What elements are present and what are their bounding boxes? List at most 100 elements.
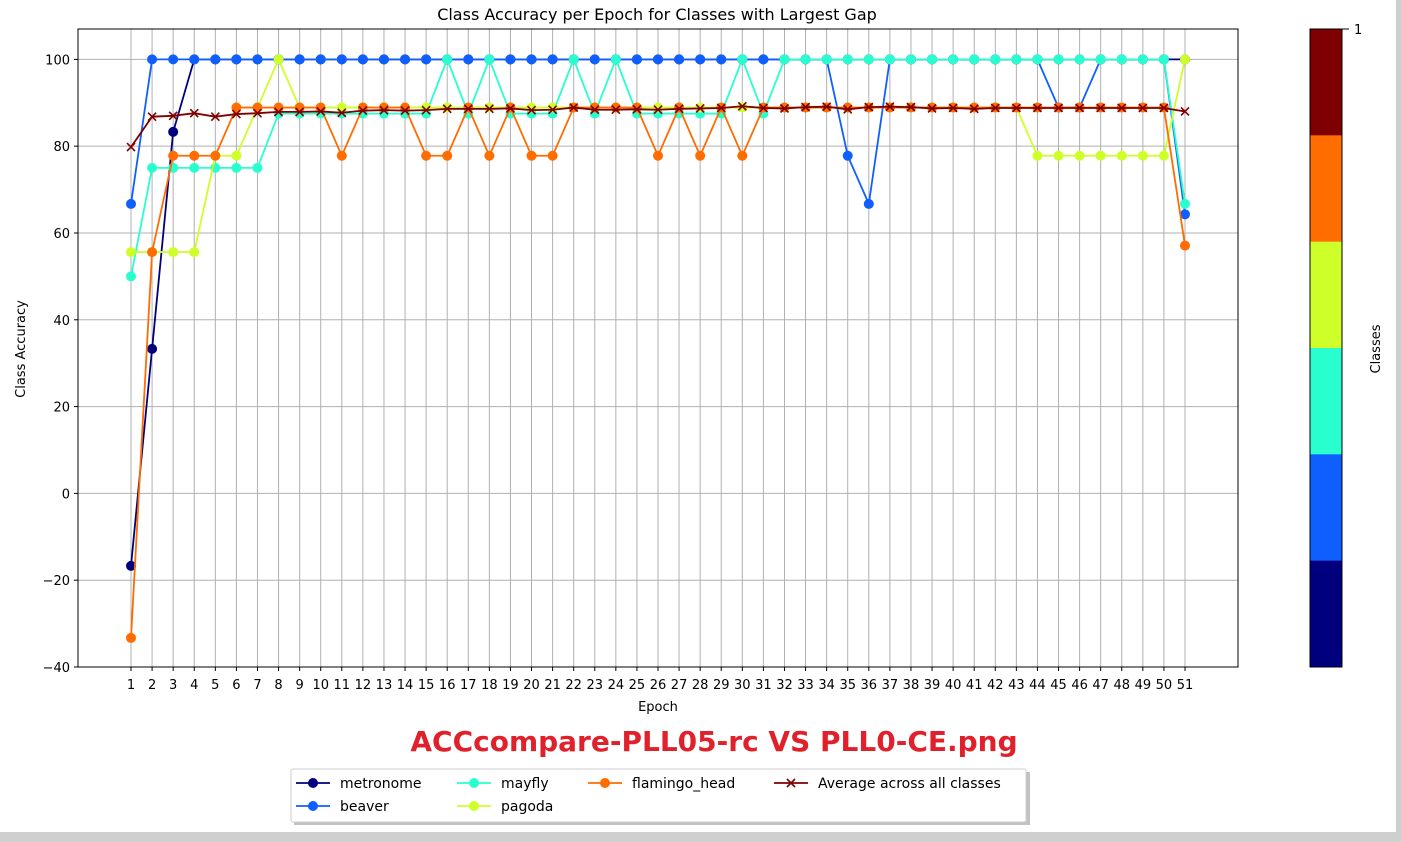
- data-point: [316, 106, 326, 117]
- data-point: [463, 102, 474, 113]
- x-tick-label: 8: [274, 678, 282, 693]
- data-point: [547, 150, 558, 161]
- x-tick-label: 42: [987, 678, 1004, 693]
- data-point: [126, 247, 136, 258]
- data-point: [632, 104, 642, 114]
- colorbar-segment: [1310, 135, 1342, 243]
- x-tick-label: 32: [776, 678, 793, 693]
- data-point: [400, 106, 410, 116]
- data-point: [168, 54, 179, 65]
- legend-marker: [469, 801, 479, 811]
- data-point: [547, 102, 558, 113]
- data-point: [147, 247, 158, 258]
- data-point: [1032, 103, 1043, 113]
- legend-marker: [786, 778, 796, 788]
- y-tick-label: −20: [43, 574, 70, 589]
- x-tick-label: 31: [755, 678, 772, 693]
- data-point: [189, 162, 200, 173]
- data-point: [442, 150, 453, 161]
- legend-label: mayfly: [501, 776, 549, 792]
- legend-marker: [308, 778, 318, 788]
- data-point: [1180, 209, 1190, 220]
- data-point: [569, 102, 579, 113]
- x-ticks: 1 2 3 4 5 6 7 8 9 10 11 12 13 14 15 16 17 18 19 20 21 22 23 24 2…: [127, 667, 1193, 693]
- data-point: [1180, 240, 1190, 251]
- legend-marker: [469, 778, 479, 788]
- data-point: [1158, 54, 1169, 65]
- data-point: [610, 102, 621, 113]
- x-tick-label: 45: [1050, 678, 1067, 693]
- data-point: [463, 54, 474, 65]
- data-point: [821, 54, 832, 65]
- data-point: [863, 198, 874, 209]
- data-point: [231, 109, 241, 119]
- series-layer: [126, 54, 1190, 643]
- data-point: [737, 150, 748, 161]
- data-point: [653, 102, 663, 113]
- data-point: [189, 150, 200, 161]
- data-point: [842, 150, 853, 161]
- data-point: [800, 102, 811, 112]
- data-point: [484, 54, 495, 65]
- data-point: [589, 54, 600, 65]
- legend-marker: [308, 801, 318, 811]
- data-point: [779, 103, 790, 113]
- data-point: [969, 54, 980, 65]
- x-tick-label: 36: [861, 678, 878, 693]
- y-ticks: −40 −20 0 20 40 60 80 100: [43, 53, 78, 676]
- data-point: [210, 54, 221, 65]
- data-point: [758, 103, 768, 113]
- colorbar-segment: [1310, 454, 1342, 562]
- data-point: [126, 632, 136, 643]
- data-point: [421, 54, 432, 65]
- data-point: [231, 162, 242, 173]
- data-point: [1159, 103, 1169, 113]
- data-point: [252, 162, 263, 173]
- x-tick-label: 16: [439, 678, 456, 693]
- data-point: [252, 54, 263, 65]
- data-point: [421, 105, 431, 115]
- x-tick-label: 23: [586, 678, 603, 693]
- x-tick-label: 11: [334, 678, 351, 693]
- x-tick-label: 30: [734, 678, 751, 693]
- y-tick-label: 40: [53, 314, 70, 329]
- colorbar-segment: [1310, 29, 1342, 136]
- x-tick-label: 46: [1071, 678, 1088, 693]
- x-tick-label: 26: [650, 678, 667, 693]
- data-point: [653, 150, 663, 161]
- data-point: [231, 54, 242, 65]
- x-tick-label: 15: [418, 678, 435, 693]
- data-point: [905, 54, 916, 65]
- data-point: [357, 54, 368, 65]
- x-tick-label: 38: [903, 678, 920, 693]
- x-tick-label: 39: [924, 678, 941, 693]
- series-average-across-all-classes: [126, 101, 1190, 152]
- data-point: [631, 102, 642, 113]
- data-point: [1053, 103, 1064, 113]
- x-tick-label: 4: [190, 678, 198, 693]
- data-point: [737, 101, 747, 111]
- x-tick-label: 43: [1008, 678, 1025, 693]
- data-point: [484, 150, 495, 161]
- x-tick-label: 29: [713, 678, 730, 693]
- data-point: [147, 112, 157, 122]
- data-point: [590, 105, 600, 115]
- data-point: [336, 102, 347, 113]
- x-tick-label: 25: [629, 678, 646, 693]
- data-point: [1032, 54, 1043, 65]
- data-point: [526, 105, 537, 115]
- data-point: [337, 108, 347, 118]
- data-point: [737, 102, 748, 113]
- x-tick-label: 34: [818, 678, 835, 693]
- data-point: [695, 54, 706, 65]
- x-tick-label: 13: [376, 678, 393, 693]
- data-point: [1116, 54, 1127, 65]
- data-point: [1180, 106, 1190, 117]
- data-point: [653, 54, 663, 65]
- data-point: [842, 54, 853, 65]
- legend-label: metronome: [340, 776, 421, 792]
- data-point: [126, 560, 136, 571]
- data-point: [885, 102, 895, 112]
- legend-label: pagoda: [501, 799, 553, 815]
- data-point: [906, 102, 916, 112]
